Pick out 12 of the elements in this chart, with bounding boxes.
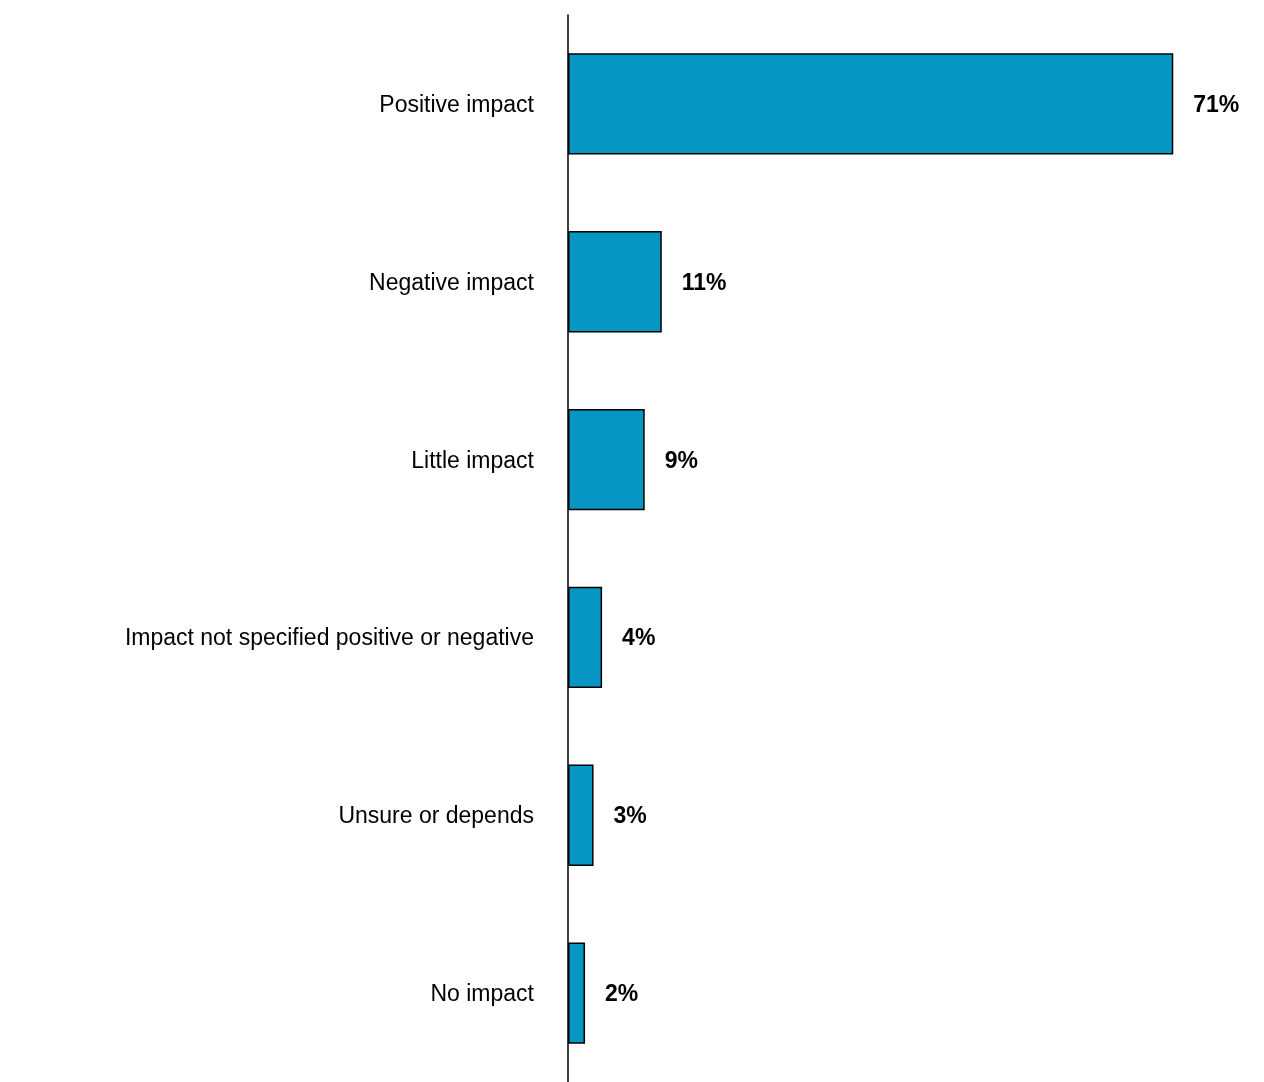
data-label: 4%: [622, 624, 656, 651]
y-tick-label: Unsure or depends: [338, 802, 534, 829]
data-label: 71%: [1193, 90, 1240, 117]
data-label: 11%: [681, 268, 727, 295]
y-tick-label: Positive impact: [379, 90, 535, 117]
data-label: 2%: [605, 980, 639, 1007]
data-label: 3%: [613, 802, 647, 829]
y-tick-label: Impact not specified positive or negative: [124, 624, 534, 651]
data-label: 9%: [664, 446, 698, 473]
y-tick-label: No impact: [430, 980, 535, 1007]
y-tick-label: Little impact: [411, 446, 535, 473]
y-tick-label: Negative impact: [369, 268, 535, 295]
